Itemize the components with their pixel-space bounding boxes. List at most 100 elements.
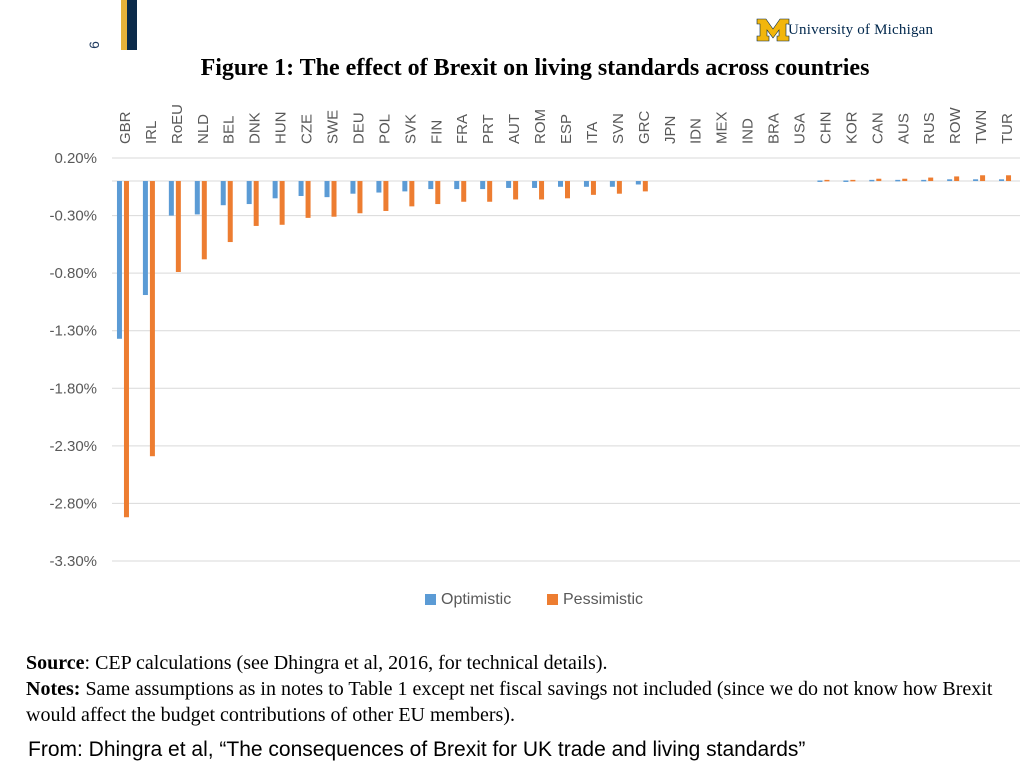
citation-footer: From: Dhingra et al, “The consequences o…: [28, 738, 806, 761]
chart-title: Figure 1: The effect of Brexit on living…: [200, 55, 870, 81]
x-tick-label-cze: CZE: [299, 114, 316, 144]
x-tick-label-can: CAN: [869, 112, 886, 144]
bar-optimistic-esp: [558, 181, 563, 187]
bar-pessimistic-irl: [149, 181, 155, 457]
x-tick-label-aus: AUS: [895, 113, 912, 144]
header-accent-navy: [127, 0, 137, 50]
bar-pessimistic-rom: [539, 181, 545, 200]
bar-optimistic-gbr: [116, 181, 122, 339]
bar-optimistic-svn: [609, 181, 615, 187]
x-tick-label-svk: SVK: [402, 114, 419, 144]
bar-pessimistic-rus: [928, 177, 934, 182]
bar-pessimistic-hun: [279, 181, 285, 225]
bar-optimistic-twn: [973, 179, 979, 182]
x-tick-label-fin: FIN: [428, 120, 445, 144]
source-line: Source: CEP calculations (see Dhingra et…: [26, 650, 1021, 676]
x-tick-label-rom: ROM: [532, 109, 549, 144]
x-tick-label-mex: MEX: [714, 111, 731, 144]
x-tick-label-fra: FRA: [454, 114, 471, 144]
x-tick-label-bra: BRA: [766, 113, 783, 144]
bar-pessimistic-fra: [461, 181, 467, 202]
x-tick-label-idn: IDN: [688, 118, 705, 144]
bar-pessimistic-can: [876, 178, 882, 182]
y-tick-label: -2.30%: [49, 438, 97, 455]
bar-optimistic-roeu: [168, 181, 174, 216]
university-logo: University of Michigan: [756, 16, 933, 44]
source-label: Source: [26, 652, 85, 674]
legend-label-optimistic: Optimistic: [441, 591, 511, 608]
bar-optimistic-dnk: [246, 181, 252, 205]
bar-pessimistic-kor: [850, 179, 856, 182]
bar-optimistic-fin: [428, 181, 434, 190]
y-tick-label: -1.30%: [49, 323, 97, 340]
bar-optimistic-rom: [532, 181, 538, 188]
bar-pessimistic-tur: [1006, 175, 1012, 182]
bar-optimistic-rus: [921, 179, 927, 182]
bar-pessimistic-bel: [227, 181, 233, 243]
bar-chart: 0.20% -0.30% -0.80% -1.30% -1.80% -2.30% -2.80…: [49, 104, 1020, 608]
bar-pessimistic-row: [954, 176, 960, 182]
bar-pessimistic-dnk: [253, 181, 259, 226]
x-tick-label-tur: TUR: [999, 113, 1016, 144]
bar-optimistic-pol: [376, 181, 382, 193]
x-tick-label-jpn: JPN: [662, 116, 679, 144]
bar-pessimistic-svn: [616, 181, 622, 194]
bar-optimistic-irl: [142, 181, 148, 296]
bar-pessimistic-grc: [642, 181, 648, 192]
slide-number: 6: [86, 41, 102, 49]
x-tick-label-swe: SWE: [325, 110, 342, 144]
bar-optimistic-cze: [298, 181, 304, 196]
bar-pessimistic-svk: [409, 181, 415, 207]
legend-label-pessimistic: Pessimistic: [563, 591, 643, 608]
bar-pessimistic-twn: [980, 175, 986, 182]
x-tick-label-esp: ESP: [558, 114, 575, 144]
source-text: : CEP calculations (see Dhingra et al, 2…: [84, 652, 608, 674]
x-tick-label-aut: AUT: [506, 114, 523, 144]
block-m-icon: [756, 18, 790, 42]
bar-optimistic-row: [947, 179, 953, 182]
legend-swatch-pessimistic: [547, 594, 558, 605]
bar-pessimistic-deu: [357, 181, 363, 214]
y-tick-label: -2.80%: [49, 495, 97, 512]
bar-pessimistic-ita: [590, 181, 596, 195]
x-tick-label-rus: RUS: [921, 112, 938, 144]
y-tick-label: -0.30%: [49, 208, 97, 225]
x-tick-label-nld: NLD: [195, 114, 212, 144]
notes-line: Notes: Same assumptions as in notes to T…: [26, 676, 1021, 728]
bar-pessimistic-prt: [487, 181, 493, 202]
bar-optimistic-ita: [583, 181, 589, 187]
x-tick-label-twn: TWN: [973, 110, 990, 144]
bar-pessimistic-swe: [331, 181, 337, 217]
bar-optimistic-bel: [220, 181, 226, 206]
x-tick-label-prt: PRT: [480, 114, 497, 144]
bar-pessimistic-chn: [824, 179, 830, 182]
x-tick-label-chn: CHN: [817, 112, 834, 145]
bar-pessimistic-fin: [435, 181, 441, 205]
bar-optimistic-fra: [454, 181, 460, 190]
bar-pessimistic-pol: [383, 181, 389, 211]
x-tick-label-row: ROW: [947, 107, 964, 145]
bar-pessimistic-aut: [513, 181, 519, 200]
y-tick-label: -3.30%: [49, 553, 97, 570]
bar-optimistic-hun: [272, 181, 278, 199]
bar-pessimistic-aus: [902, 178, 908, 182]
x-tick-label-dnk: DNK: [247, 112, 264, 144]
x-tick-label-gbr: GBR: [117, 111, 134, 144]
x-tick-label-grc: GRC: [636, 111, 653, 145]
x-tick-label-svn: SVN: [610, 113, 627, 144]
y-tick-label: -0.80%: [49, 265, 97, 282]
bar-optimistic-nld: [194, 181, 200, 215]
x-tick-label-kor: KOR: [843, 111, 860, 144]
x-tick-label-ita: ITA: [584, 122, 601, 144]
bar-optimistic-svk: [402, 181, 408, 192]
bar-optimistic-swe: [324, 181, 330, 198]
bar-pessimistic-roeu: [175, 181, 181, 272]
bar-pessimistic-nld: [201, 181, 207, 260]
bar-optimistic-can: [869, 179, 875, 182]
bar-pessimistic-cze: [305, 181, 311, 218]
bar-optimistic-grc: [635, 181, 641, 185]
x-tick-label-ind: IND: [740, 118, 757, 144]
bar-optimistic-tur: [999, 179, 1005, 182]
university-name: University of Michigan: [788, 21, 934, 38]
bar-optimistic-prt: [480, 181, 486, 190]
